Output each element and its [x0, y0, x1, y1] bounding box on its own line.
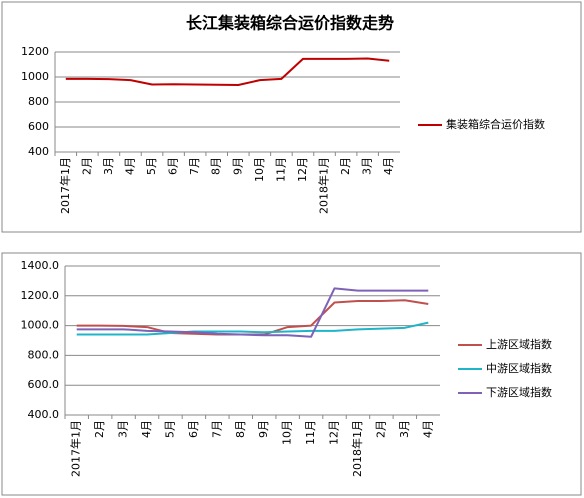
- y-tick-label: 600: [28, 120, 49, 133]
- x-tick-label: 12月: [296, 157, 309, 182]
- x-tick-label: 3月: [361, 157, 374, 175]
- x-tick-label: 10月: [281, 420, 294, 445]
- y-tick-label: 1200.0: [21, 289, 60, 302]
- x-tick-label: 5月: [163, 420, 176, 438]
- legend-label: 上游区域指数: [486, 337, 552, 351]
- legend-label: 下游区域指数: [486, 385, 552, 399]
- chart-frame: [1, 1, 582, 233]
- x-tick-label: 10月: [253, 157, 266, 182]
- legend-label: 中游区域指数: [486, 361, 552, 375]
- x-tick-label: 5月: [145, 157, 158, 175]
- x-tick-label: 4月: [421, 420, 434, 438]
- y-tick-label: 1000: [21, 70, 49, 83]
- x-tick-label: 7月: [188, 157, 201, 175]
- x-tick-label: 4月: [140, 420, 153, 438]
- chart-title: 长江集装箱综合运价指数走势: [186, 14, 394, 33]
- x-tick-label: 8月: [210, 157, 223, 175]
- x-tick-label: 4月: [123, 157, 136, 175]
- y-tick-label: 400: [28, 145, 49, 158]
- x-tick-label: 6月: [187, 420, 200, 438]
- y-tick-label: 400.0: [28, 408, 60, 421]
- x-tick-label: 9月: [231, 157, 244, 175]
- x-tick-label: 2月: [374, 420, 387, 438]
- x-tick-label: 11月: [304, 420, 317, 445]
- x-tick-label: 2017年1月: [69, 420, 83, 477]
- x-tick-label: 7月: [210, 420, 223, 438]
- x-tick-label: 3月: [102, 157, 115, 175]
- x-tick-label: 2018年1月: [350, 420, 364, 477]
- y-tick-label: 1200: [21, 45, 49, 58]
- x-tick-label: 11月: [274, 157, 287, 182]
- y-tick-label: 800: [28, 95, 49, 108]
- y-tick-label: 1400.0: [21, 259, 60, 272]
- line-series: [76, 321, 429, 336]
- line-series: [76, 287, 429, 338]
- y-tick-label: 800.0: [28, 348, 60, 361]
- x-tick-label: 6月: [167, 157, 180, 175]
- x-tick-label: 2月: [93, 420, 106, 438]
- x-tick-label: 3月: [117, 420, 130, 438]
- legend-label: 集装箱综合运价指数: [446, 117, 545, 131]
- x-tick-label: 2018年1月: [317, 157, 331, 214]
- x-tick-label: 4月: [382, 157, 395, 175]
- x-tick-label: 2017年1月: [58, 157, 72, 214]
- chart-frame: [1, 252, 582, 496]
- x-tick-label: 12月: [328, 420, 341, 445]
- x-tick-label: 9月: [257, 420, 270, 438]
- line-series: [65, 57, 390, 86]
- x-tick-label: 8月: [234, 420, 247, 438]
- x-tick-label: 3月: [398, 420, 411, 438]
- x-tick-label: 2月: [339, 157, 352, 175]
- x-tick-label: 2月: [80, 157, 93, 175]
- y-tick-label: 600.0: [28, 378, 60, 391]
- y-tick-label: 1000.0: [21, 319, 60, 332]
